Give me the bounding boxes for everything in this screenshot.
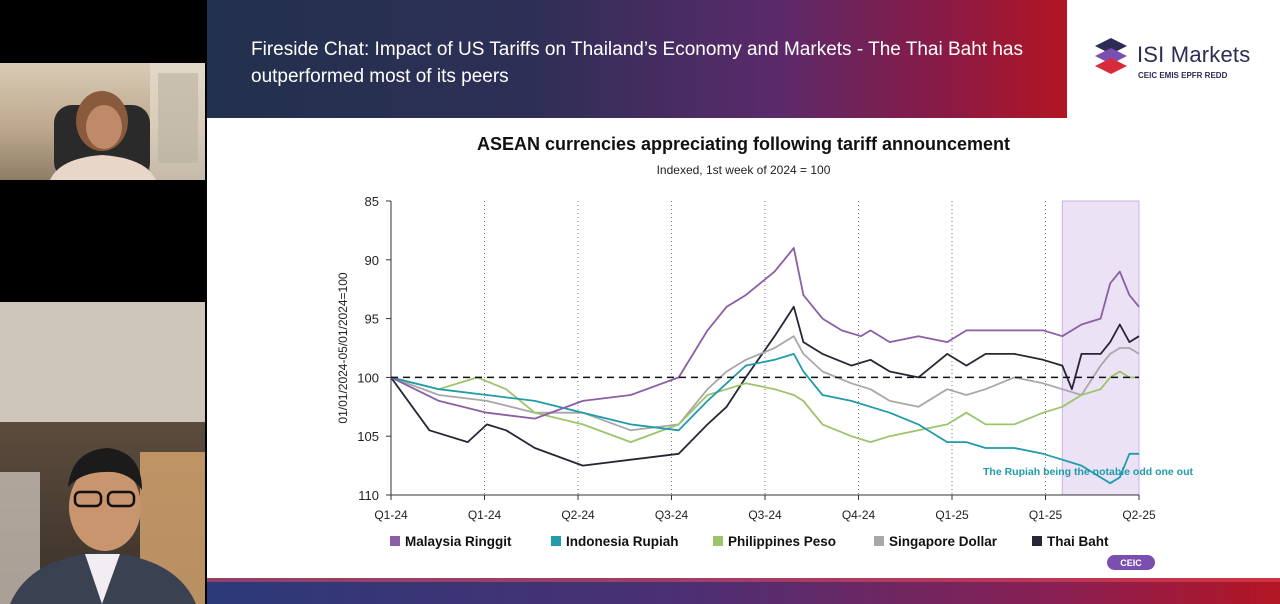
participant-2-image — [0, 302, 205, 604]
x-tick-label: Q1-25 — [1029, 508, 1063, 522]
participant-video-2[interactable] — [0, 302, 205, 604]
y-tick-label: 85 — [365, 194, 379, 209]
legend-item-label: Singapore Dollar — [889, 534, 998, 549]
presentation-slide: Fireside Chat: Impact of US Tariffs on T… — [207, 0, 1280, 604]
x-tick-label: Q2-25 — [1122, 508, 1156, 522]
legend-swatch — [390, 536, 400, 546]
series-line-indonesia-rupiah — [390, 353, 1139, 485]
legend-item-label: Philippines Peso — [728, 534, 836, 549]
slide-title: Fireside Chat: Impact of US Tariffs on T… — [251, 39, 1023, 87]
participant-1-image — [50, 63, 205, 180]
series-line-malaysia-ringgit — [390, 247, 1140, 420]
series-line-thai-baht — [390, 305, 1140, 467]
rupiah-annotation: The Rupiah being the notable odd one out — [983, 466, 1193, 478]
isi-markets-logo: ISI Markets CEIC EMIS EPFR REDD — [1091, 30, 1261, 90]
legend-item-label: Thai Baht — [1047, 534, 1109, 549]
slide-header-banner: Fireside Chat: Impact of US Tariffs on T… — [207, 0, 1067, 118]
y-axis-label: 01/01/2024-05/01/2024=100 — [336, 272, 350, 423]
series-line-singapore-dollar — [390, 335, 1140, 432]
x-tick-label: Q1-24 — [468, 508, 502, 522]
source-label: CEIC — [1120, 558, 1142, 568]
brand-name: ISI Markets — [1137, 42, 1251, 67]
legend-swatch — [713, 536, 723, 546]
legend-swatch — [874, 536, 884, 546]
x-tick-label: Q3-24 — [655, 508, 689, 522]
x-tick-label: Q4-24 — [842, 508, 876, 522]
y-tick-label: 95 — [365, 312, 379, 327]
y-tick-label: 100 — [357, 370, 379, 385]
chart-subtitle: Indexed, 1st week of 2024 = 100 — [656, 163, 831, 177]
legend-swatch — [551, 536, 561, 546]
y-tick-label: 110 — [358, 488, 379, 503]
slide-footer-bar — [207, 578, 1280, 604]
x-tick-label: Q2-24 — [561, 508, 595, 522]
partner-brands: CEIC EMIS EPFR REDD — [1138, 71, 1228, 80]
legend-item-label: Malaysia Ringgit — [405, 534, 512, 549]
legend-swatch — [1032, 536, 1042, 546]
series-line-philippines-peso — [390, 370, 1139, 443]
x-tick-label: Q3-24 — [748, 508, 782, 522]
x-tick-label: Q1-24 — [374, 508, 408, 522]
line-chart: Q1-24 Q1-24 Q2-24 Q3-24 Q3-24 Q4-24 Q1-25 Q1-25… — [336, 194, 1193, 570]
y-tick-label: 90 — [365, 253, 379, 268]
legend-item-label: Indonesia Rupiah — [566, 534, 679, 549]
layers-icon — [1095, 38, 1127, 74]
chart-title: ASEAN currencies appreciating following … — [476, 134, 1011, 154]
chart-legend: Malaysia Ringgit Indonesia Rupiah Philippi… — [390, 534, 1109, 549]
ceic-source-badge: CEIC — [1107, 555, 1155, 570]
x-tick-label: Q1-25 — [935, 508, 969, 522]
participant-video-1[interactable] — [0, 63, 205, 180]
y-tick-label: 105 — [357, 429, 379, 444]
